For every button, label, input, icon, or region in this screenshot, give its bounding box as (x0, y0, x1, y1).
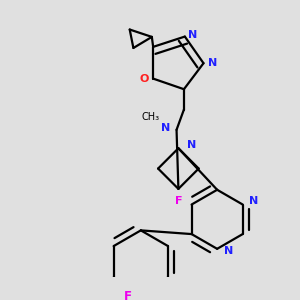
Text: N: N (161, 123, 170, 133)
Text: N: N (187, 140, 196, 150)
Text: N: N (224, 246, 233, 256)
Text: F: F (124, 290, 132, 300)
Text: F: F (175, 196, 182, 206)
Text: CH₃: CH₃ (142, 112, 160, 122)
Text: O: O (139, 74, 148, 84)
Text: N: N (208, 58, 218, 68)
Text: N: N (188, 30, 197, 40)
Text: N: N (249, 196, 258, 206)
